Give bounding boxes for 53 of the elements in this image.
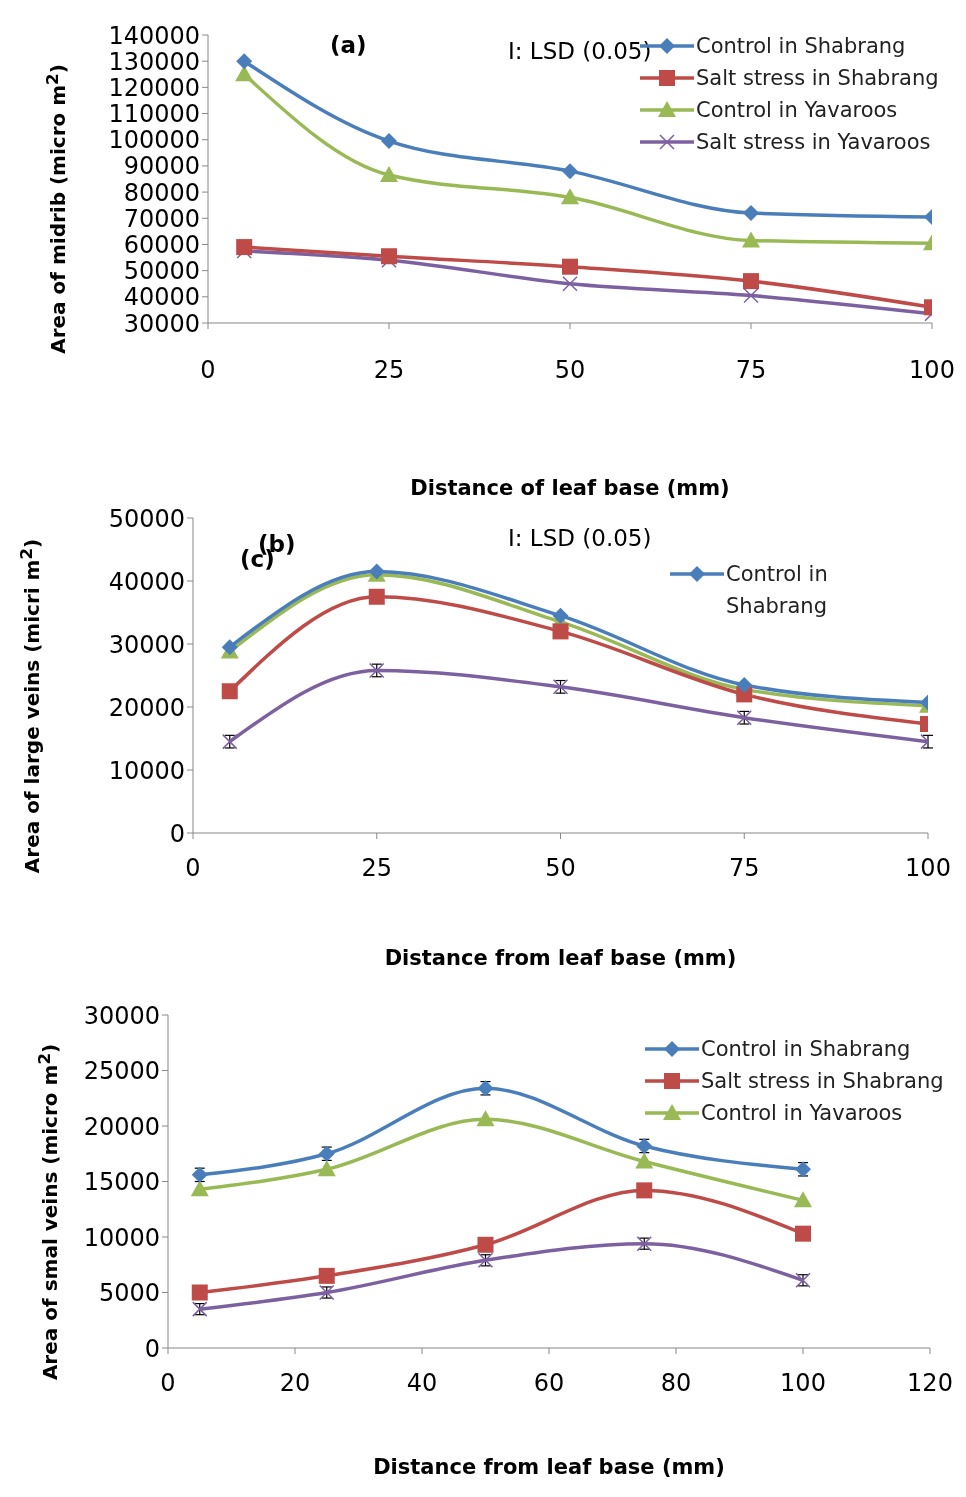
y-tick-label: 40000: [108, 567, 185, 596]
legend-label: Control in Shabrang: [726, 562, 828, 618]
annotation: (a): [330, 32, 367, 58]
legend-label: Salt stress in Yavaroos: [696, 130, 931, 154]
y-tick-label: 100000: [108, 126, 200, 155]
y-tick-label: 90000: [123, 152, 200, 181]
x-tick-label: 60: [533, 1369, 565, 1398]
x-tick-label: 50: [545, 854, 576, 883]
x-tick-label: 40: [406, 1369, 438, 1398]
y-tick-label: 20000: [83, 1112, 160, 1141]
y-tick-label: 30000: [83, 1001, 160, 1030]
y-tick-label: 10000: [108, 756, 185, 785]
y-tick-label: 40000: [123, 283, 200, 312]
y-tick-label: 0: [169, 819, 185, 848]
y-tick-label: 15000: [83, 1168, 160, 1197]
y-tick-label: 110000: [108, 100, 200, 129]
y-tick-label: 120000: [108, 73, 200, 102]
y-tick-label: 140000: [108, 21, 200, 50]
x-tick-label: 120: [907, 1369, 953, 1398]
annotation: I: LSD (0.05): [508, 38, 652, 64]
x-tick-label: 100: [780, 1369, 826, 1398]
y-tick-label: 10000: [83, 1223, 160, 1252]
y-tick-label: 60000: [123, 230, 200, 259]
x-tick-label: 25: [361, 854, 393, 883]
x-axis-title: Distance of leaf base (mm): [410, 476, 730, 500]
y-tick-label: 25000: [83, 1057, 160, 1086]
y-tick-label: 5000: [98, 1279, 160, 1308]
y-tick-label: 0: [144, 1334, 160, 1363]
x-tick-label: 20: [279, 1369, 311, 1398]
y-tick-label: 20000: [108, 693, 185, 722]
y-tick-label: 30000: [108, 630, 185, 659]
x-axis-title: Distance from leaf base (mm): [373, 1455, 725, 1479]
y-tick-label: 50000: [108, 504, 185, 533]
y-tick-label: 130000: [108, 47, 200, 76]
x-tick-label: 100: [905, 854, 951, 883]
y-tick-label: 70000: [123, 204, 200, 233]
x-tick-label: 75: [735, 356, 767, 385]
legend-label: Salt stress in Shabrang: [701, 1069, 944, 1093]
legend-label: Control in Yavaroos: [696, 98, 898, 122]
legend-label: Control in Yavaroos: [701, 1101, 903, 1125]
x-tick-label: 80: [660, 1369, 692, 1398]
legend-label: Salt stress in Shabrang: [696, 66, 939, 90]
x-tick-label: 100: [909, 356, 955, 385]
x-axis-title: Distance from leaf base (mm): [384, 946, 737, 970]
y-tick-label: 80000: [123, 178, 200, 207]
legend-label: Control in Shabrang: [701, 1037, 911, 1061]
x-tick-label: 50: [554, 356, 586, 385]
x-tick-label: 25: [373, 356, 405, 385]
annotation: I: LSD (0.05): [508, 525, 652, 551]
x-tick-label: 75: [728, 854, 760, 883]
y-tick-label: 50000: [123, 257, 200, 286]
y-tick-label: 30000: [123, 309, 200, 338]
legend-label: Control in Shabrang: [696, 34, 906, 58]
